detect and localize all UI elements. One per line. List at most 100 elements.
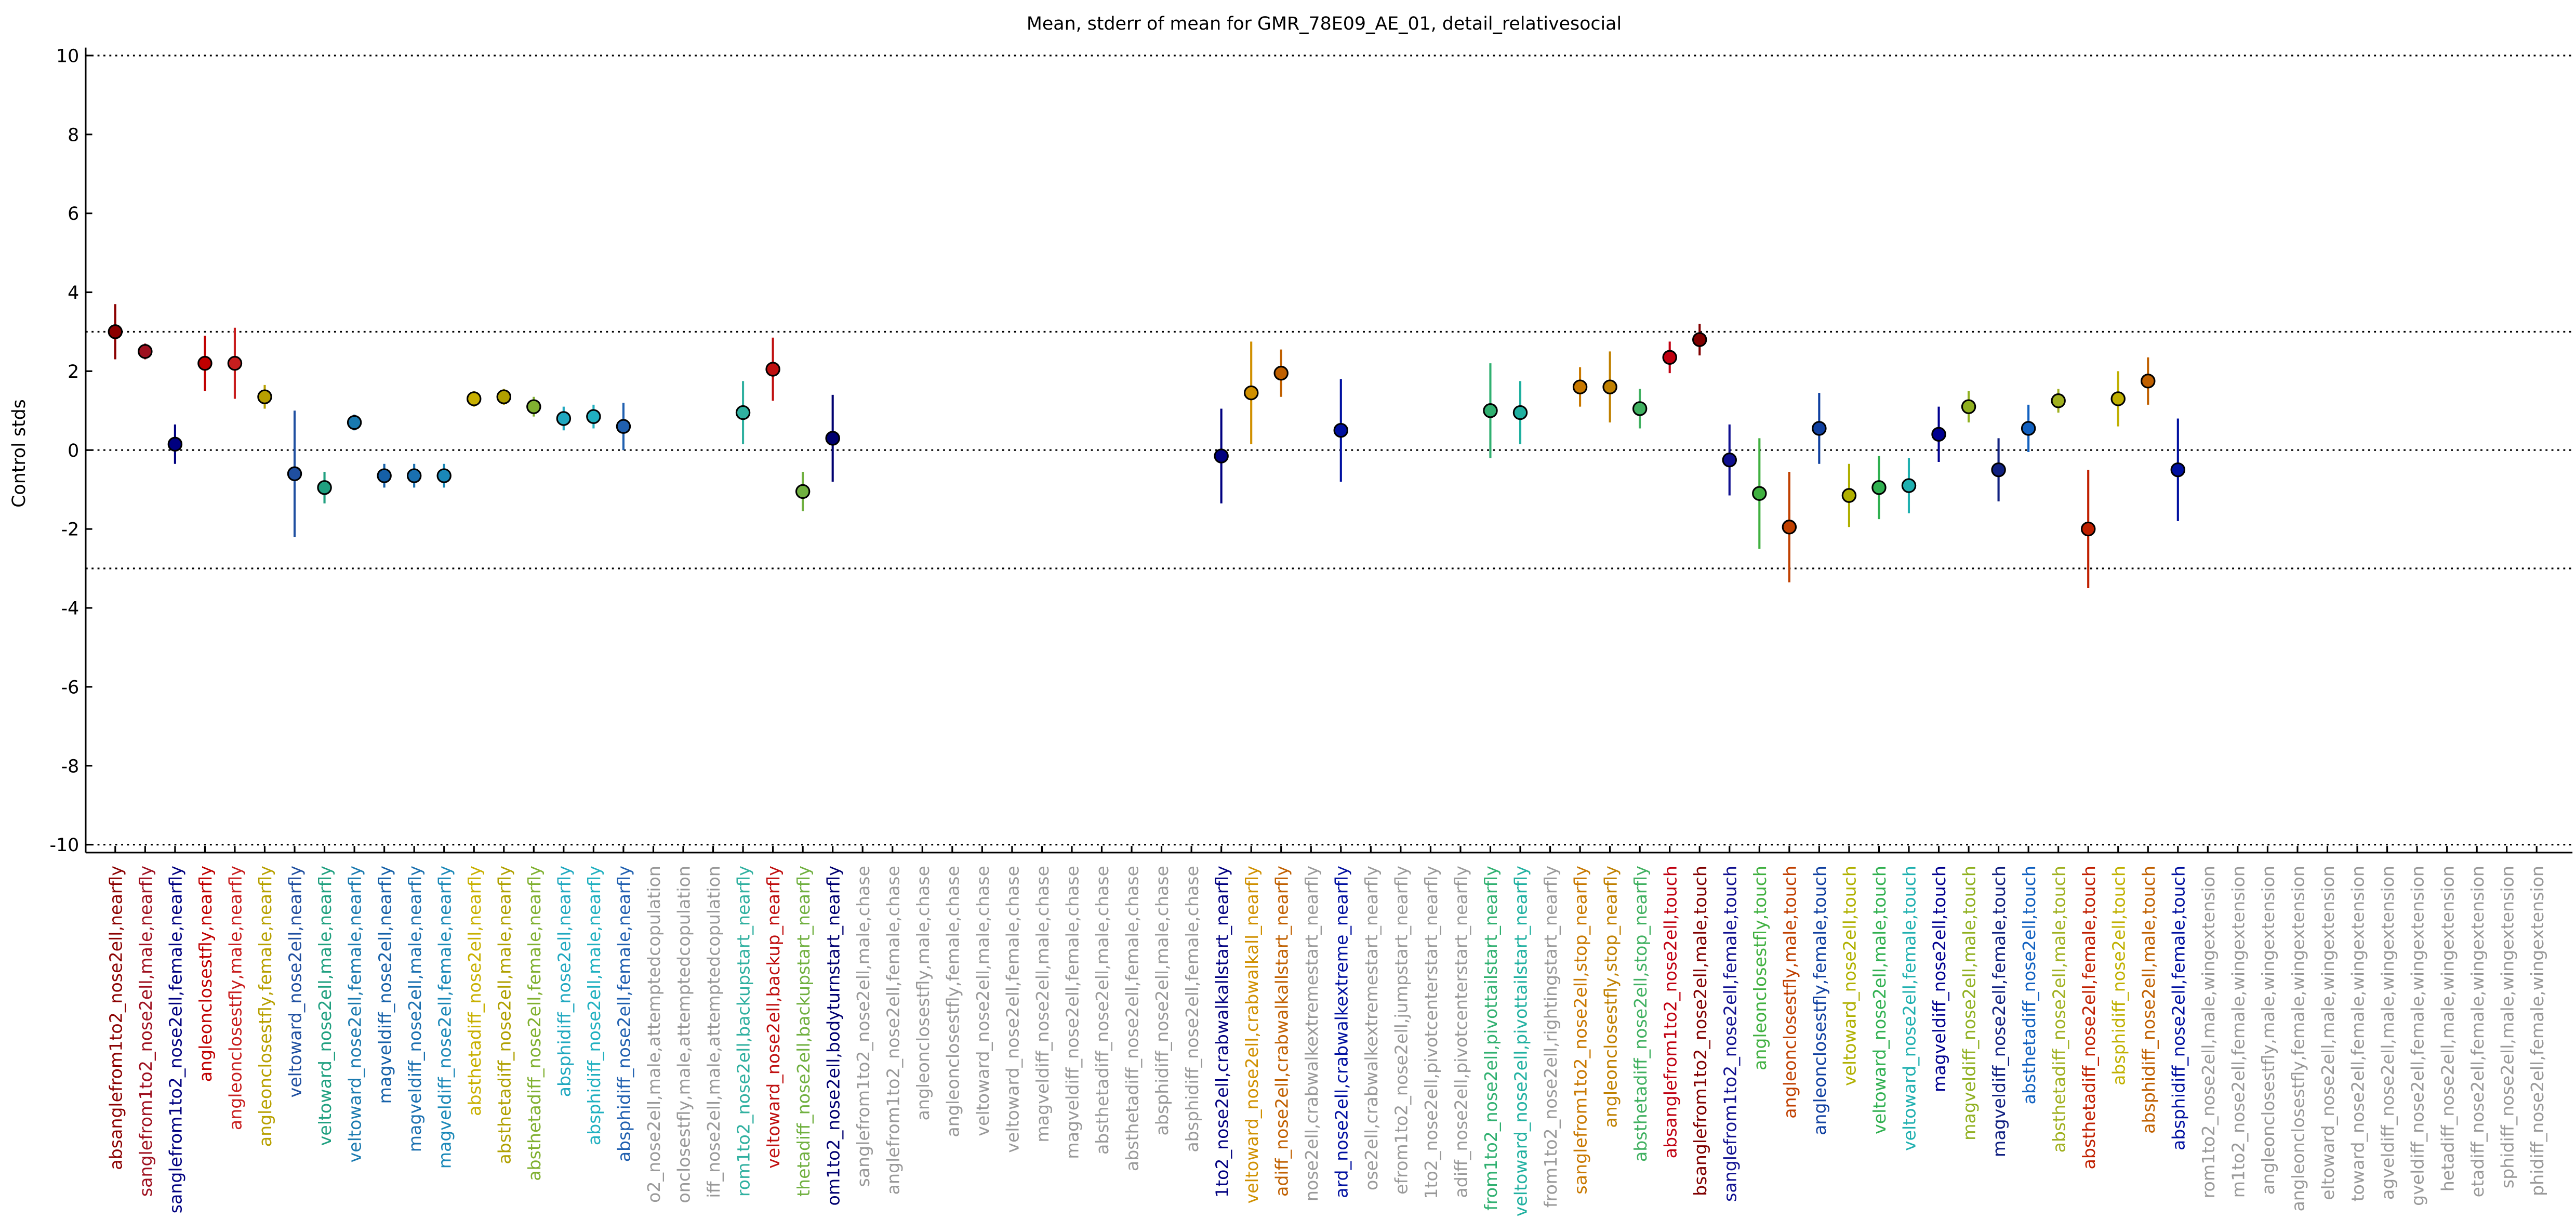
y-tick-label: 8 xyxy=(68,125,79,145)
x-tick-label: ose2ell,crabwalkextremestart_nearfly xyxy=(1361,866,1382,1190)
mean-marker xyxy=(2051,393,2066,408)
x-tick-label: sanglefrom1to2_nose2ell,male,chase xyxy=(853,866,873,1187)
mean-marker xyxy=(1602,379,1617,394)
x-tick-label: from1to2_nose2ell,pivottailstart_nearfly xyxy=(1481,866,1501,1211)
mean-marker xyxy=(1722,452,1737,468)
x-tick-label: absphidiff_nose2ell,female,touch xyxy=(2168,866,2188,1150)
x-tick-label: m1to2_nose2ell,female,wingextension xyxy=(2228,866,2249,1198)
mean-marker xyxy=(2110,391,2126,406)
x-tick-label: absphidiff_nose2ell,male,chase xyxy=(1152,866,1172,1136)
mean-marker xyxy=(825,431,840,446)
mean-marker xyxy=(616,419,631,434)
x-tick-label: angleonclosestfly,male,chase xyxy=(913,866,933,1120)
x-tick-label: sanglefrom1to2_nose2ell,male,nearfly xyxy=(136,866,156,1197)
x-tick-label: nose2ell,crabwalkextremestart_nearfly xyxy=(1302,866,1322,1201)
mean-marker xyxy=(1632,401,1648,416)
x-tick-label: efrom1to2_nose2ell,jumpstart_nearfly xyxy=(1391,866,1412,1195)
mean-marker xyxy=(436,468,452,483)
x-tick-label: angleonclosestfly,male,touch xyxy=(1780,866,1800,1119)
x-tick-label: absphidiff_nose2ell,female,nearfly xyxy=(614,866,634,1162)
mean-marker xyxy=(287,466,302,481)
x-tick-label: angleonclosestfly,female,chase xyxy=(942,866,963,1137)
x-tick-label: angleonclosestfly,touch xyxy=(1750,866,1770,1070)
mean-marker xyxy=(377,468,392,483)
mean-marker xyxy=(257,389,272,404)
mean-marker xyxy=(1841,488,1857,503)
mean-marker xyxy=(317,480,332,495)
mean-marker xyxy=(2170,462,2186,478)
mean-marker xyxy=(347,415,362,430)
x-tick-label: toward_nose2ell,female,wingextension xyxy=(2348,866,2368,1201)
mean-marker xyxy=(496,389,512,404)
x-tick-label: veltoward_nose2ell,female,touch xyxy=(1900,866,1920,1151)
x-tick-label: absthetadiff_nose2ell,female,chase xyxy=(1122,866,1143,1171)
mean-marker xyxy=(1991,462,2006,478)
x-tick-label: veltoward_nose2ell,backup_nearfly xyxy=(763,866,784,1169)
x-tick-label: iff_nose2ell,male,attemptedcopulation xyxy=(703,866,724,1198)
x-tick-label: veltoward_nose2ell,male,chase xyxy=(973,866,993,1136)
mean-marker xyxy=(1931,427,1946,442)
x-tick-label: absphidiff_nose2ell,nearfly xyxy=(554,866,574,1097)
mean-marker xyxy=(467,391,482,406)
x-tick-label: angleonclosestfly,nearfly xyxy=(195,866,216,1082)
x-tick-label: 1to2_nose2ell,pivotcenterstart_nearfly xyxy=(1421,866,1441,1199)
mean-marker xyxy=(1812,421,1827,436)
mean-marker xyxy=(108,324,123,339)
x-tick-label: absanglefrom1to2_nose2ell,nearfly xyxy=(105,866,126,1170)
x-tick-label: 1to2_nose2ell,crabwalkallstart_nearfly xyxy=(1212,866,1232,1198)
mean-marker xyxy=(1871,480,1887,495)
y-tick-label: 2 xyxy=(68,362,79,382)
mean-marker xyxy=(1572,379,1588,394)
y-tick-label: 4 xyxy=(68,283,79,303)
x-tick-label: absthetadiff_nose2ell,touch xyxy=(2019,866,2039,1104)
y-tick-label: 6 xyxy=(68,204,79,224)
x-tick-label: angleonclosestfly,female,touch xyxy=(1810,866,1830,1135)
mean-marker xyxy=(1782,520,1797,535)
mean-marker xyxy=(556,411,572,426)
mean-marker xyxy=(227,355,243,371)
x-tick-label: bsanglefrom1to2_nose2ell,male,touch xyxy=(1690,866,1710,1196)
x-tick-label: veltoward_nose2ell,nearfly xyxy=(285,866,306,1097)
x-tick-label: etadiff_nose2ell,female,wingextension xyxy=(2467,866,2488,1197)
x-tick-label: magveldiff_nose2ell,nearfly xyxy=(375,866,395,1104)
x-tick-label: magveldiff_nose2ell,female,touch xyxy=(1989,866,2009,1157)
x-tick-label: absthetadiff_nose2ell,female,touch xyxy=(2079,866,2099,1169)
x-tick-label: angleonclosestfly,female,nearfly xyxy=(255,866,275,1147)
x-tick-label: veltoward_nose2ell,crabwalkall_nearfly xyxy=(1242,866,1262,1203)
mean-marker xyxy=(1483,403,1498,418)
x-tick-label: absthetadiff_nose2ell,nearfly xyxy=(464,866,485,1116)
y-tick-label: -10 xyxy=(49,835,79,856)
mean-marker xyxy=(1752,486,1767,501)
x-tick-label: ard_nose2ell,crabwalkextreme_nearfly xyxy=(1331,866,1351,1198)
mean-marker xyxy=(795,484,811,499)
mean-marker xyxy=(167,436,183,452)
mean-marker xyxy=(1512,405,1528,420)
mean-marker xyxy=(1692,332,1707,347)
mean-marker xyxy=(765,362,780,377)
x-tick-label: magveldiff_nose2ell,female,nearfly xyxy=(434,866,455,1169)
mean-marker xyxy=(2141,374,2156,389)
x-tick-label: veltoward_nose2ell,touch xyxy=(1840,866,1860,1086)
x-tick-label: sanglefrom1to2_nose2ell,stop_nearfly xyxy=(1571,866,1591,1195)
x-tick-label: om1to2_nose2ell,bodyturnstart_nearfly xyxy=(823,866,843,1205)
x-tick-label: eltoward_nose2ell,male,wingextension xyxy=(2318,866,2338,1200)
y-tick-label: -8 xyxy=(61,756,79,777)
x-tick-label: veltoward_nose2ell,female,nearfly xyxy=(345,866,365,1162)
x-tick-label: veltoward_nose2ell,male,touch xyxy=(1869,866,1890,1134)
x-tick-label: anglefrom1to2_nose2ell,female,chase xyxy=(883,866,903,1195)
x-tick-label: magveldiff_nose2ell,touch xyxy=(1929,866,1949,1092)
x-tick-label: absthetadiff_nose2ell,male,touch xyxy=(2049,866,2069,1152)
y-tick-label: -6 xyxy=(61,677,79,698)
mean-marker xyxy=(526,399,541,414)
x-tick-label: angleonclosestfly,male,nearfly xyxy=(225,866,246,1130)
x-tick-label: sanglefrom1to2_nose2ell,female,touch xyxy=(1720,866,1740,1202)
x-tick-label: magveldiff_nose2ell,female,chase xyxy=(1063,866,1083,1159)
x-tick-label: magveldiff_nose2ell,male,nearfly xyxy=(405,866,425,1152)
x-tick-label: magveldiff_nose2ell,male,touch xyxy=(1959,866,1980,1141)
x-tick-label: hetadiff_nose2ell,male,wingextension xyxy=(2437,866,2458,1191)
x-tick-label: magveldiff_nose2ell,male,chase xyxy=(1032,866,1053,1143)
x-tick-label: angleonclosestfly,stop_nearfly xyxy=(1600,866,1621,1128)
mean-marker xyxy=(406,468,422,483)
